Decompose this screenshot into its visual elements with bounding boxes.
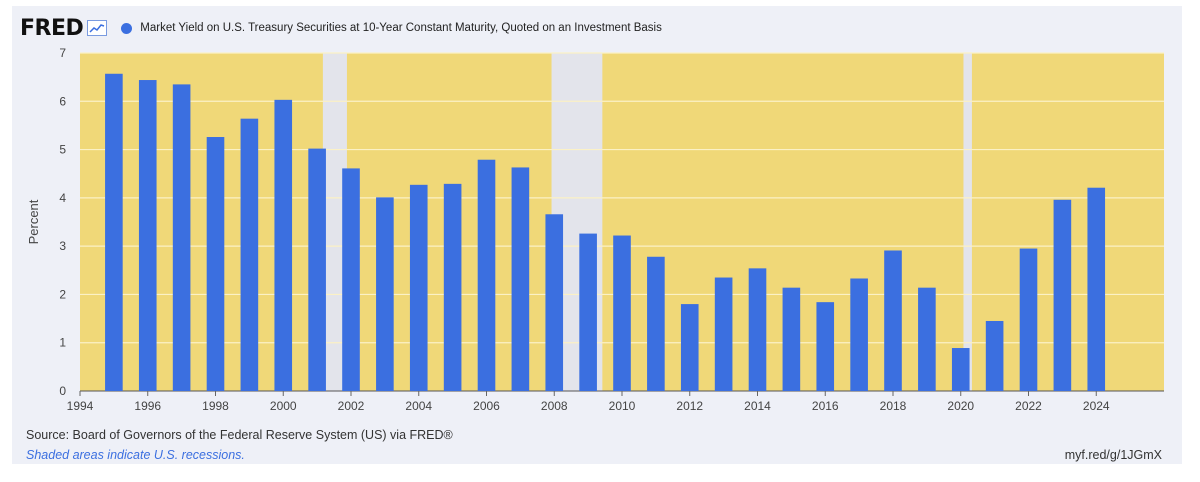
x-tick-label: 2018: [880, 399, 907, 413]
x-tick-label: 1994: [67, 399, 94, 413]
bar: [545, 214, 564, 391]
bar: [274, 99, 293, 391]
x-tick-label: 2002: [338, 399, 365, 413]
x-tick-label: 2004: [405, 399, 432, 413]
y-tick-label: 5: [59, 143, 66, 157]
x-tick-label: 2020: [947, 399, 974, 413]
bar: [138, 80, 157, 391]
bar: [816, 302, 835, 391]
x-tick-label: 2014: [744, 399, 771, 413]
bar: [443, 183, 462, 391]
bar: [206, 137, 225, 391]
bar: [409, 184, 428, 391]
x-tick-label: 2024: [1083, 399, 1110, 413]
x-tick-label: 2010: [609, 399, 636, 413]
bar: [477, 159, 496, 391]
x-tick-label: 2006: [473, 399, 500, 413]
y-tick-label: 2: [59, 287, 66, 301]
x-tick-label: 2016: [812, 399, 839, 413]
bar: [951, 348, 970, 391]
x-tick-label: 1998: [202, 399, 229, 413]
y-tick-label: 7: [59, 46, 66, 60]
bar: [884, 250, 902, 391]
bar: [1087, 187, 1106, 391]
y-tick-label: 4: [59, 191, 66, 205]
x-axis-ticks: 1994 1996 1998 2000 2002 2004 2006 2008 2010 2012…: [67, 391, 1110, 413]
bar: [1053, 199, 1072, 391]
bar: [308, 148, 326, 391]
y-axis-label: Percent: [26, 199, 41, 244]
bar: [985, 320, 1004, 391]
bar: [782, 287, 801, 391]
short-link[interactable]: myf.red/g/1JGmX: [1064, 448, 1162, 462]
bar: [613, 235, 631, 391]
bar: [748, 268, 767, 391]
bar: [680, 304, 699, 391]
y-tick-label: 6: [59, 94, 66, 108]
x-tick-label: 2012: [676, 399, 703, 413]
x-tick-label: 1996: [134, 399, 161, 413]
fred-logo[interactable]: FRED: [20, 15, 84, 41]
bar: [511, 167, 530, 391]
source-note: Source: Board of Governors of the Federa…: [26, 428, 453, 442]
x-tick-label: 2022: [1015, 399, 1042, 413]
bar-chart: 0 1 2 3 4 5 6 7 1994 1996 1998 2000 2002 2004 2006 200…: [26, 46, 1164, 413]
bar: [579, 233, 597, 391]
bar: [1019, 248, 1038, 391]
legend-marker: [121, 22, 133, 34]
y-tick-label: 1: [59, 336, 66, 350]
recession-band: [963, 53, 972, 391]
y-axis-ticks: 0 1 2 3 4 5 6 7: [59, 46, 66, 398]
bar: [376, 197, 394, 391]
bar: [342, 168, 360, 391]
bar: [714, 277, 733, 391]
bar: [647, 256, 665, 391]
chart-header: FRED Market Yield on U.S. Treasury Secur…: [20, 14, 662, 42]
y-tick-label: 3: [59, 239, 66, 253]
y-tick-label: 0: [59, 384, 66, 398]
line-graph-icon: [87, 20, 108, 36]
bar: [240, 118, 259, 391]
x-tick-label: 2008: [541, 399, 568, 413]
bar: [172, 84, 191, 391]
bar: [850, 278, 868, 391]
recession-note: Shaded areas indicate U.S. recessions.: [26, 448, 245, 462]
legend-label[interactable]: Market Yield on U.S. Treasury Securities…: [140, 22, 662, 34]
bars: [105, 73, 1106, 392]
bar: [105, 73, 123, 392]
bar: [918, 287, 936, 391]
x-tick-label: 2000: [270, 399, 297, 413]
